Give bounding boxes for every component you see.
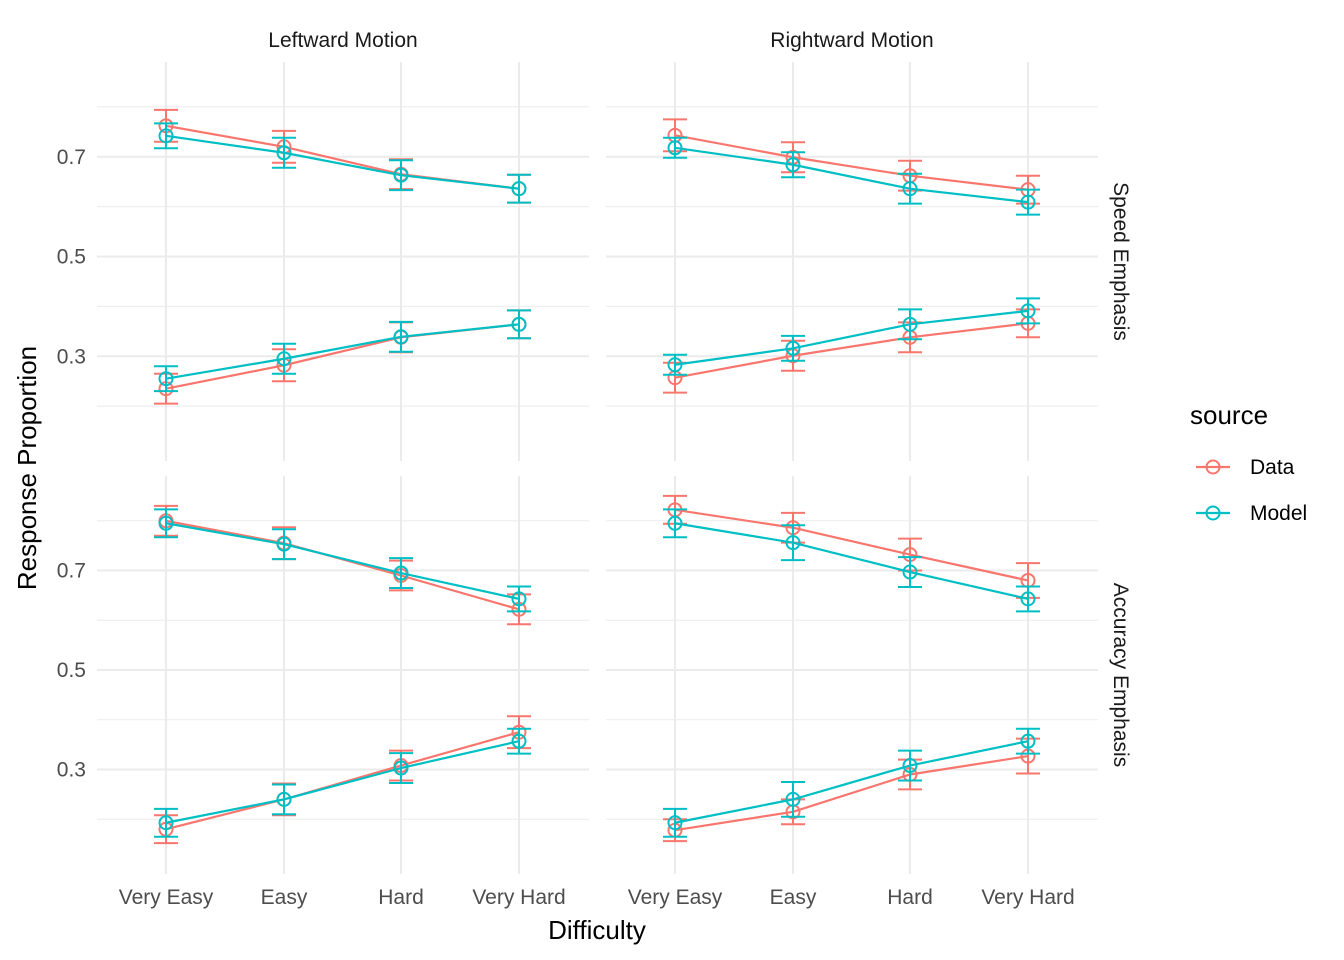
- series-data-upper: [154, 504, 531, 626]
- panel-data: [663, 494, 1040, 843]
- data-point: [1020, 733, 1036, 749]
- data-point: [902, 181, 918, 197]
- data-point: [667, 515, 683, 531]
- panel-data: [154, 108, 531, 405]
- x-tick-label: Hard: [378, 886, 424, 909]
- series-line: [674, 740, 1029, 824]
- series-line: [674, 755, 1029, 832]
- col-facet-label: Rightward Motion: [770, 29, 933, 52]
- series-line: [674, 309, 1029, 366]
- series-line: [674, 134, 1029, 191]
- data-point: [902, 564, 918, 580]
- series-data-lower: [663, 737, 1040, 843]
- x-tick-label: Easy: [770, 886, 817, 909]
- row-facet-label: Accuracy Emphasis: [1109, 583, 1132, 767]
- panel-data: [154, 504, 531, 845]
- series-model-upper: [154, 122, 531, 204]
- legend-title: source: [1190, 400, 1268, 430]
- series-data-upper: [663, 118, 1040, 205]
- data-point: [667, 815, 683, 831]
- data-point: [393, 565, 409, 581]
- data-point: [902, 758, 918, 774]
- series-data-upper: [663, 494, 1040, 599]
- legend-item: Data: [1196, 456, 1295, 479]
- data-point: [785, 535, 801, 551]
- x-axis-title: Difficulty: [548, 915, 646, 945]
- series-model-upper: [154, 508, 531, 613]
- data-point: [158, 128, 174, 144]
- series-model-lower: [663, 727, 1040, 838]
- legend-key-point: [1205, 459, 1221, 475]
- data-point: [511, 733, 527, 749]
- series-line: [674, 322, 1029, 379]
- series-data-lower: [663, 308, 1040, 394]
- data-point: [1020, 303, 1036, 319]
- y-axis-title: Response Proportion: [12, 346, 42, 590]
- y-tick-label: 0.3: [57, 759, 86, 782]
- x-tick-label: Hard: [887, 886, 933, 909]
- series-model-upper: [663, 508, 1040, 613]
- series-line: [165, 731, 520, 831]
- data-point: [785, 791, 801, 807]
- y-tick-label: 0.7: [57, 146, 86, 169]
- series-line: [165, 522, 520, 600]
- panels: [97, 62, 1098, 874]
- data-point: [276, 351, 292, 367]
- legend-label: Data: [1250, 456, 1295, 479]
- series-line: [674, 508, 1029, 582]
- series-model-upper: [663, 136, 1040, 216]
- series-model-lower: [154, 309, 531, 393]
- data-point: [276, 791, 292, 807]
- panel-data: [663, 118, 1040, 394]
- panel-grid: [97, 62, 589, 461]
- x-tick-label: Easy: [261, 886, 308, 909]
- data-point: [158, 515, 174, 531]
- x-tick-label: Very Hard: [981, 886, 1074, 909]
- data-point: [785, 340, 801, 356]
- series-line: [674, 522, 1029, 600]
- series-data-lower: [154, 715, 531, 845]
- legend-item: Model: [1196, 502, 1307, 525]
- series-line: [165, 134, 520, 190]
- x-tick-label: Very Hard: [472, 886, 565, 909]
- data-point: [902, 316, 918, 332]
- panel-grid: [606, 476, 1098, 874]
- series-line: [165, 519, 520, 611]
- series-model-lower: [154, 727, 531, 838]
- data-point: [667, 140, 683, 156]
- data-point: [511, 316, 527, 332]
- data-point: [667, 357, 683, 373]
- axes: 0.3 0.5 0.7 0.3 0.5 0.7 Very Easy Easy Hard Very …: [12, 146, 1075, 945]
- y-tick-label: 0.7: [57, 560, 86, 583]
- data-point: [158, 371, 174, 387]
- series-line: [674, 146, 1029, 204]
- data-point: [393, 167, 409, 183]
- col-facet-label: Leftward Motion: [268, 29, 417, 52]
- data-point: [158, 815, 174, 831]
- y-tick-label: 0.3: [57, 345, 86, 368]
- data-point: [276, 145, 292, 161]
- series-line: [165, 740, 520, 824]
- data-point: [511, 181, 527, 197]
- data-point: [511, 591, 527, 607]
- data-point: [393, 760, 409, 776]
- series-line: [165, 323, 520, 380]
- x-tick-label: Very Easy: [119, 886, 214, 909]
- data-point: [276, 536, 292, 552]
- row-facet-label: Speed Emphasis: [1109, 182, 1132, 341]
- legend-label: Model: [1250, 502, 1307, 525]
- data-point: [1020, 591, 1036, 607]
- data-point: [1020, 194, 1036, 210]
- y-tick-label: 0.5: [57, 659, 86, 682]
- panel-grid: [606, 62, 1098, 461]
- series-model-lower: [663, 297, 1040, 376]
- x-tick-label: Very Easy: [628, 886, 723, 909]
- legend-key-point: [1205, 505, 1221, 521]
- data-point: [785, 157, 801, 173]
- data-point: [393, 329, 409, 345]
- facet-strips: Leftward Motion Rightward Motion Speed Emp…: [268, 29, 1132, 767]
- legend: source Data Model: [1190, 400, 1307, 525]
- y-tick-label: 0.5: [57, 246, 86, 269]
